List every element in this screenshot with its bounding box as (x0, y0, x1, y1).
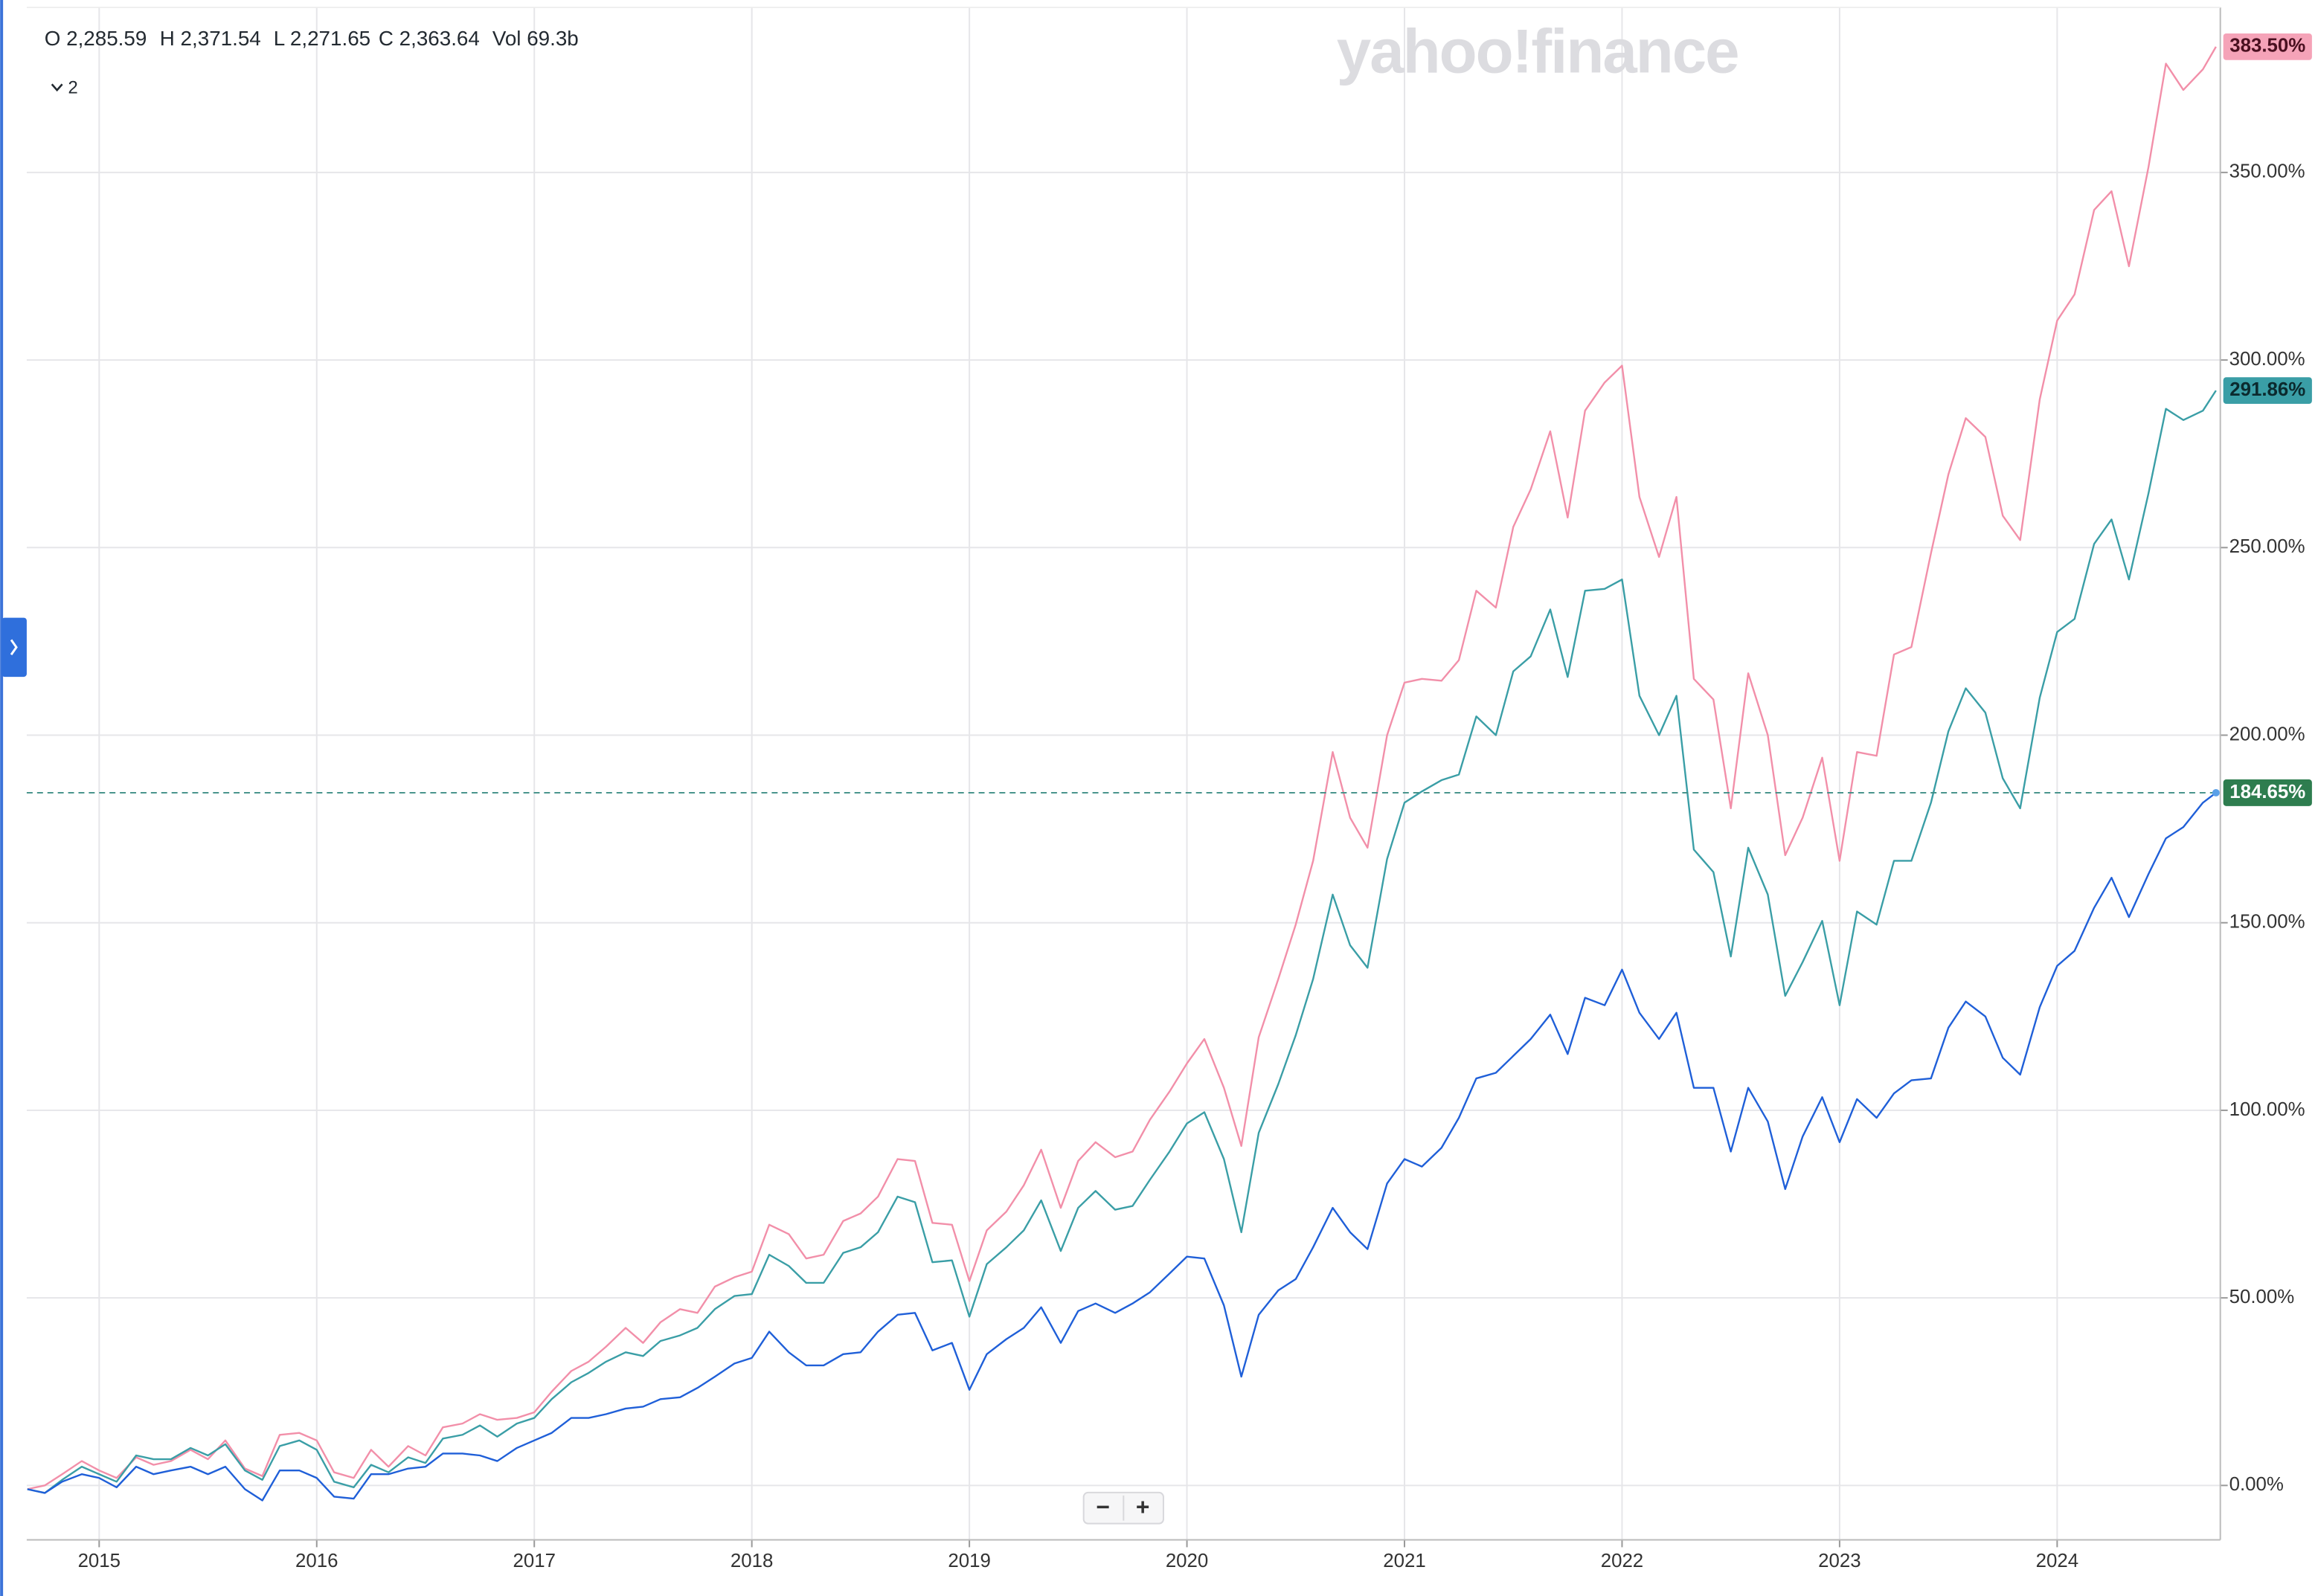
zoom-controls: − + (1082, 1491, 1164, 1525)
side-tab[interactable] (1, 617, 27, 678)
side-rail (0, 0, 4, 1596)
x-tick-label: 2021 (1383, 1551, 1425, 1571)
ohlc-low: L 2,271.65 (274, 27, 370, 50)
x-tick-label: 2015 (78, 1551, 121, 1571)
zoom-in[interactable]: + (1136, 1493, 1150, 1520)
last-value-label: 383.50% (2229, 36, 2305, 57)
last-value-badge (2223, 377, 2312, 405)
x-tick-label: 2020 (1166, 1551, 1208, 1571)
x-tick-label: 2023 (1818, 1551, 1860, 1571)
y-tick-label: 100.00% (2229, 1099, 2305, 1120)
x-tick-label: 2024 (2036, 1551, 2078, 1571)
y-tick-label: 200.00% (2229, 724, 2305, 744)
ohlc-open: O 2,285.59 (45, 27, 147, 50)
series-line (27, 791, 2217, 1502)
ohlc-close: C 2,363.64 (379, 27, 480, 50)
ohlc-volume: Vol 69.3b (492, 27, 579, 50)
zoom-out[interactable]: − (1096, 1493, 1110, 1520)
x-tick-label: 2016 (295, 1551, 338, 1571)
plot-area: 2015 2016 2017 2018 2019 2020 2021 2022 2023 2024… (26, 6, 2312, 1571)
y-tick-label: 150.00% (2229, 912, 2305, 933)
side-tab-bg (1, 617, 27, 678)
indicator-toggle[interactable]: 2 (51, 78, 78, 98)
last-value-label: 184.65% (2229, 782, 2305, 802)
last-value-badge (2223, 779, 2312, 806)
y-tick-label: 250.00% (2229, 536, 2305, 557)
watermark: yahoo!finance (1337, 16, 1738, 86)
y-tick-label: 350.00% (2229, 161, 2305, 182)
x-tick-label: 2018 (731, 1551, 773, 1571)
y-tick-label: 300.00% (2229, 349, 2305, 370)
series-line (27, 390, 2217, 1494)
series-line (27, 46, 2217, 1490)
last-value-badge (2223, 33, 2312, 60)
y-tick-label: 50.00% (2229, 1287, 2295, 1307)
last-point (2212, 788, 2220, 797)
ohlc-high: H 2,371.54 (160, 27, 261, 50)
y-tick-label: 0.00% (2229, 1474, 2284, 1495)
x-tick-label: 2017 (513, 1551, 555, 1571)
chevron (51, 83, 63, 92)
x-tick-label: 2019 (948, 1551, 990, 1571)
indicator-count: 2 (68, 78, 78, 98)
last-value-label: 291.86% (2229, 379, 2305, 400)
side-tab-icon (10, 639, 18, 656)
x-tick-label: 2022 (1601, 1551, 1643, 1571)
